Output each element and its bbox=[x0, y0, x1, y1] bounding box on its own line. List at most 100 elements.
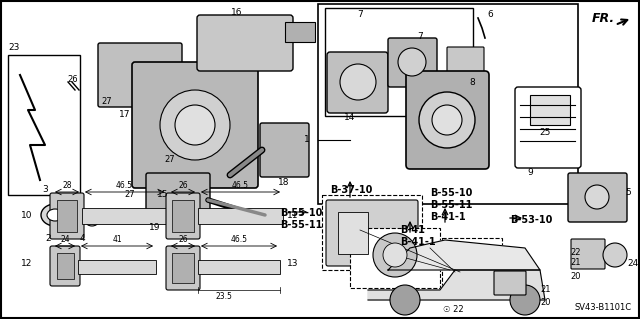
Circle shape bbox=[175, 105, 215, 145]
Text: 2: 2 bbox=[45, 234, 51, 243]
FancyBboxPatch shape bbox=[132, 62, 258, 188]
Text: 20: 20 bbox=[540, 298, 550, 307]
Text: 3: 3 bbox=[42, 185, 48, 194]
FancyBboxPatch shape bbox=[260, 123, 309, 177]
Bar bbox=[442, 238, 502, 288]
Text: FR.: FR. bbox=[592, 12, 615, 25]
Text: 46.5: 46.5 bbox=[230, 235, 248, 244]
Bar bbox=[57, 200, 77, 232]
Bar bbox=[322, 195, 422, 270]
FancyBboxPatch shape bbox=[50, 246, 80, 286]
Text: 22: 22 bbox=[570, 248, 580, 257]
Text: 6: 6 bbox=[487, 10, 493, 19]
Text: 24: 24 bbox=[60, 235, 70, 244]
Text: 41: 41 bbox=[112, 235, 122, 244]
Ellipse shape bbox=[71, 215, 85, 225]
Text: B-55-11: B-55-11 bbox=[430, 200, 472, 210]
Text: 23: 23 bbox=[8, 43, 19, 52]
Polygon shape bbox=[388, 240, 540, 270]
Bar bbox=[325, 8, 473, 116]
Text: 26: 26 bbox=[68, 75, 78, 84]
Text: 27: 27 bbox=[164, 155, 175, 164]
Bar bbox=[285, 22, 315, 42]
Text: B-37-10: B-37-10 bbox=[330, 185, 372, 195]
Text: 28: 28 bbox=[62, 181, 72, 190]
Text: B-41: B-41 bbox=[400, 225, 425, 235]
Text: 14: 14 bbox=[344, 113, 356, 122]
Ellipse shape bbox=[86, 218, 98, 226]
Text: B-55-10: B-55-10 bbox=[430, 188, 472, 198]
Circle shape bbox=[432, 105, 462, 135]
Text: 46.5: 46.5 bbox=[232, 181, 248, 190]
FancyBboxPatch shape bbox=[515, 87, 581, 168]
Text: 16: 16 bbox=[231, 8, 243, 17]
Bar bbox=[350, 228, 440, 288]
Bar bbox=[530, 95, 570, 125]
Circle shape bbox=[383, 243, 407, 267]
Ellipse shape bbox=[47, 209, 63, 221]
Bar bbox=[82, 208, 167, 224]
Ellipse shape bbox=[41, 204, 69, 226]
FancyBboxPatch shape bbox=[146, 173, 210, 222]
Bar bbox=[172, 253, 194, 283]
Bar bbox=[8, 55, 80, 195]
Circle shape bbox=[373, 233, 417, 277]
Circle shape bbox=[585, 185, 609, 209]
Bar bbox=[338, 212, 368, 254]
Text: 13: 13 bbox=[287, 259, 298, 269]
Text: 21: 21 bbox=[570, 258, 580, 267]
Circle shape bbox=[510, 285, 540, 315]
Text: 19: 19 bbox=[149, 223, 161, 232]
FancyBboxPatch shape bbox=[406, 71, 489, 169]
Text: 27: 27 bbox=[125, 190, 135, 199]
Text: 5: 5 bbox=[625, 188, 631, 197]
Circle shape bbox=[160, 90, 230, 160]
Text: ☉ 22: ☉ 22 bbox=[443, 305, 463, 314]
Text: 10: 10 bbox=[20, 211, 32, 219]
Text: 20: 20 bbox=[570, 272, 580, 281]
Bar bbox=[78, 260, 156, 274]
Text: B-53-10: B-53-10 bbox=[510, 215, 552, 225]
Circle shape bbox=[340, 64, 376, 100]
Bar bbox=[198, 208, 283, 224]
Text: 25: 25 bbox=[540, 128, 550, 137]
Text: 7: 7 bbox=[417, 32, 423, 41]
Text: 17: 17 bbox=[119, 110, 131, 119]
FancyBboxPatch shape bbox=[166, 246, 200, 290]
FancyBboxPatch shape bbox=[388, 38, 437, 87]
Text: 4: 4 bbox=[79, 234, 85, 243]
FancyBboxPatch shape bbox=[197, 15, 293, 71]
Bar bbox=[172, 200, 194, 232]
FancyBboxPatch shape bbox=[50, 193, 84, 239]
Bar bbox=[318, 4, 578, 204]
Text: SV43-B1101C: SV43-B1101C bbox=[575, 303, 632, 312]
FancyBboxPatch shape bbox=[568, 173, 627, 222]
Text: 7: 7 bbox=[357, 10, 363, 19]
Text: 8: 8 bbox=[469, 78, 475, 87]
FancyBboxPatch shape bbox=[494, 271, 526, 295]
FancyBboxPatch shape bbox=[447, 47, 484, 77]
Bar bbox=[57, 253, 74, 279]
Text: 26: 26 bbox=[178, 235, 188, 244]
Circle shape bbox=[390, 285, 420, 315]
Polygon shape bbox=[368, 270, 545, 300]
Text: 27: 27 bbox=[102, 97, 112, 106]
Text: 11: 11 bbox=[287, 211, 298, 219]
FancyBboxPatch shape bbox=[571, 239, 605, 269]
Text: B-55-10: B-55-10 bbox=[280, 208, 323, 218]
Text: 26: 26 bbox=[178, 181, 188, 190]
Text: 21: 21 bbox=[540, 285, 550, 294]
FancyBboxPatch shape bbox=[326, 200, 418, 266]
Text: 15: 15 bbox=[157, 190, 169, 199]
FancyBboxPatch shape bbox=[98, 43, 182, 107]
Text: 23.5: 23.5 bbox=[216, 292, 232, 301]
Text: 9: 9 bbox=[527, 168, 533, 177]
Circle shape bbox=[398, 48, 426, 76]
Text: B-41-1: B-41-1 bbox=[400, 237, 436, 247]
Text: B-55-11: B-55-11 bbox=[280, 220, 323, 230]
Text: 46.5: 46.5 bbox=[115, 181, 132, 190]
Text: 12: 12 bbox=[20, 259, 32, 269]
Text: 1: 1 bbox=[304, 136, 310, 145]
Text: B-41-1: B-41-1 bbox=[430, 212, 466, 222]
Bar bbox=[198, 260, 280, 274]
